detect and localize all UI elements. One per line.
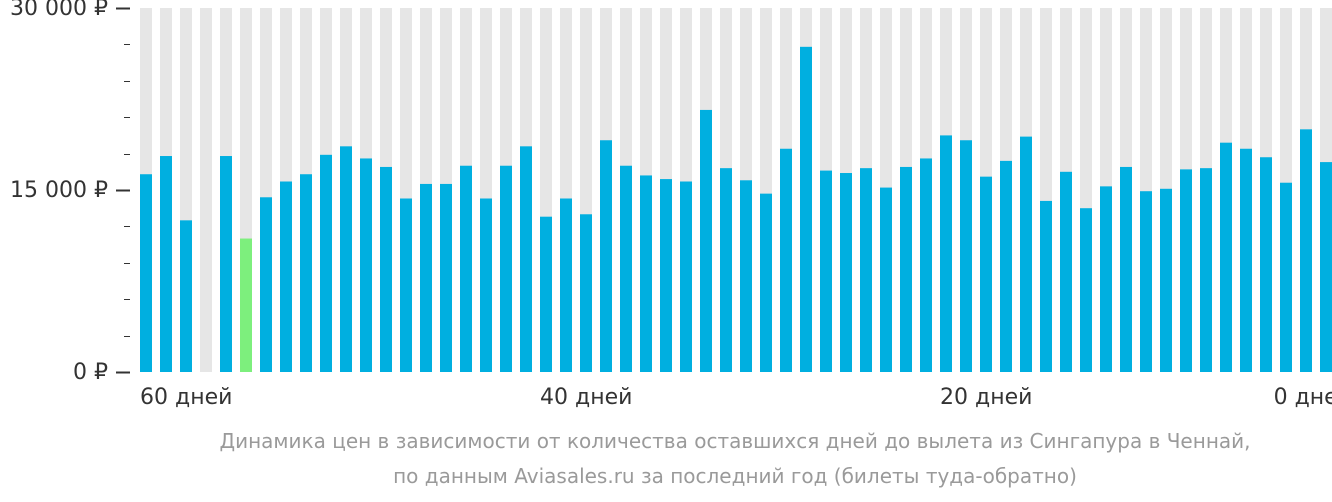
bar[interactable]	[1040, 200, 1052, 372]
bar[interactable]	[1000, 160, 1012, 372]
bar[interactable]	[260, 197, 272, 372]
bar[interactable]	[1280, 182, 1292, 372]
bar[interactable]	[300, 174, 312, 372]
bar[interactable]	[1300, 129, 1312, 372]
x-tick-label: 20 дней	[940, 385, 1032, 410]
bar[interactable]	[320, 154, 332, 372]
bar[interactable]	[1120, 166, 1132, 372]
bar[interactable]	[480, 198, 492, 372]
x-tick-label: 40 дней	[540, 385, 632, 410]
bar[interactable]	[700, 109, 712, 373]
bar[interactable]	[800, 46, 812, 373]
bar[interactable]	[140, 174, 152, 372]
bar[interactable]	[1020, 136, 1032, 372]
bar[interactable]	[1100, 186, 1112, 372]
bar[interactable]	[380, 166, 392, 372]
bar[interactable]	[600, 140, 612, 372]
bar[interactable]	[1260, 157, 1272, 372]
bar[interactable]	[280, 181, 292, 372]
y-tick-label: 0 ₽	[73, 360, 108, 385]
bar[interactable]	[220, 156, 232, 372]
caption-line-1: Динамика цен в зависимости от количества…	[219, 429, 1251, 453]
bar[interactable]	[160, 156, 172, 372]
background-columns	[140, 8, 1332, 372]
bar[interactable]	[1140, 191, 1152, 372]
bar[interactable]	[1060, 171, 1072, 372]
bar[interactable]	[760, 193, 772, 372]
bar[interactable]	[740, 180, 752, 372]
bar[interactable]	[520, 146, 532, 372]
bar[interactable]	[860, 168, 872, 372]
caption-line-2: по данным Aviasales.ru за последний год …	[393, 464, 1077, 488]
bar[interactable]	[620, 165, 632, 372]
bar[interactable]	[640, 175, 652, 372]
bar[interactable]	[940, 135, 952, 372]
bar[interactable]	[560, 198, 572, 372]
x-tick-label: 0 дней	[1274, 385, 1332, 410]
bar[interactable]	[920, 158, 932, 372]
bar[interactable]	[400, 198, 412, 372]
price-dynamics-chart: 0 ₽ 15 000 ₽ 30 000 ₽ 60 дней 40 дней 20 дне…	[10, 0, 1332, 410]
bar[interactable]	[680, 181, 692, 372]
bar[interactable]	[1080, 208, 1092, 372]
bar[interactable]	[880, 187, 892, 372]
bar-min-price[interactable]	[240, 238, 252, 372]
bars	[140, 46, 1332, 373]
bar[interactable]	[720, 168, 732, 372]
bar[interactable]	[980, 176, 992, 372]
bar[interactable]	[580, 214, 592, 372]
bar[interactable]	[780, 148, 792, 372]
chart-caption: Динамика цен в зависимости от количества…	[0, 424, 1332, 494]
bar[interactable]	[820, 170, 832, 372]
bar[interactable]	[420, 183, 432, 372]
bar[interactable]	[1320, 162, 1332, 372]
bar[interactable]	[840, 173, 852, 372]
bar[interactable]	[1240, 148, 1252, 372]
bar[interactable]	[540, 216, 552, 372]
background-column	[200, 8, 212, 372]
bar[interactable]	[1220, 142, 1232, 372]
bar[interactable]	[660, 179, 672, 372]
bar[interactable]	[900, 166, 912, 372]
x-tick-label: 60 дней	[140, 385, 232, 410]
x-axis: 60 дней 40 дней 20 дней 0 дней	[140, 385, 1332, 410]
bar[interactable]	[960, 140, 972, 372]
bar[interactable]	[1160, 188, 1172, 372]
bar[interactable]	[460, 165, 472, 372]
y-tick-label: 15 000 ₽	[10, 178, 108, 203]
bar[interactable]	[1180, 169, 1192, 372]
bar[interactable]	[440, 183, 452, 372]
bar[interactable]	[180, 220, 192, 372]
bar[interactable]	[340, 146, 352, 372]
bar[interactable]	[360, 158, 372, 372]
y-axis: 0 ₽ 15 000 ₽ 30 000 ₽	[10, 0, 130, 385]
bar[interactable]	[500, 165, 512, 372]
bar[interactable]	[1200, 168, 1212, 372]
y-tick-label: 30 000 ₽	[10, 0, 108, 21]
